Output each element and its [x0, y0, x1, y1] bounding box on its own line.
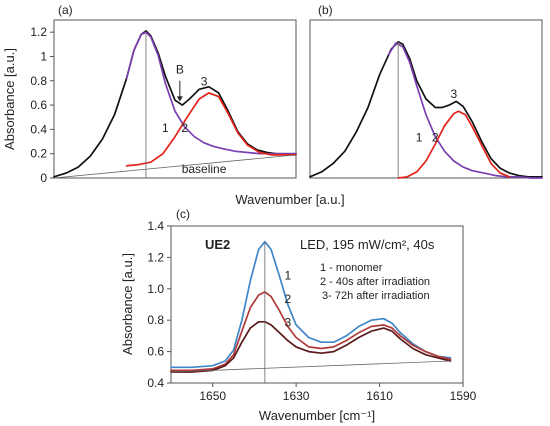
condition-label: LED, 195 mW/cm², 40s [300, 237, 435, 252]
panel-a-y-tick-label: 0.4 [30, 122, 47, 136]
legend-line-3: 3- 72h after irradiation [322, 290, 430, 302]
panel-a-series [53, 30, 297, 179]
panel-a-annotation-5: baseline [182, 162, 227, 176]
panel-c-y-tick-label: 0.8 [147, 313, 164, 327]
panel-b-annotation-2: 2 [432, 131, 439, 145]
panel-b-label: (b) [318, 3, 333, 17]
panel-c-y-tick-label: 1.2 [147, 250, 164, 264]
sample-label: UE2 [205, 237, 230, 252]
panel-c-y-tick-label: 0.4 [147, 376, 164, 390]
panel-a-y-tick-label: 0.6 [30, 98, 47, 112]
panel-c-annotation-2: 2 [284, 292, 291, 306]
panel-b-annotations: 1 2 3 [416, 87, 458, 145]
panel-b-series-band2 [397, 110, 511, 179]
panel-c-x-tick-label: 1630 [283, 389, 310, 403]
panel-c-label: (c) [176, 207, 190, 221]
panel-a-arrow-head [176, 96, 183, 102]
panel-c-series-line-3 [170, 320, 452, 373]
panel-c-annotation-1: 1 [284, 268, 291, 282]
panel-c-series-line-2 [170, 291, 452, 372]
panel-b: (b) 1 2 3 [309, 3, 543, 179]
panel-c-y-tick-label: 1.0 [147, 282, 164, 296]
panel-c-x-tick-label: 1650 [199, 389, 226, 403]
panel-b-series-total [309, 41, 543, 178]
legend-line-2: 2 - 40s after irradiation [320, 276, 430, 288]
panel-c-series-baseline [170, 360, 451, 373]
panel-a-annotation-1: B [176, 62, 184, 76]
panel-a-y-tick-label: 1 [40, 49, 47, 63]
panel-b-series-band1 [388, 42, 543, 179]
panel-b-frame [309, 19, 543, 179]
panel-c-y-tick-label: 1.4 [147, 219, 164, 233]
panel-b-annotation-3: 3 [450, 87, 457, 101]
panel-a-label: (a) [58, 3, 73, 17]
panel-c-x-ticks: 1650 1630 1610 1590 [199, 383, 477, 403]
panel-c-annotations: 1 2 3 [284, 268, 291, 329]
panel-b-series [309, 41, 543, 179]
panel-c-y-tick-label: 0.6 [147, 345, 164, 359]
panel-a-y-tick-label: 0.8 [30, 74, 47, 88]
top-x-axis-label: Wavenumber [a.u.] [235, 192, 344, 207]
panel-c-series [170, 240, 452, 383]
panel-b-annotation-1: 1 [416, 131, 423, 145]
panel-a-y-axis-label: Absorbance [a.u.] [2, 48, 17, 150]
panel-c-series-line-1 [170, 240, 452, 369]
panel-c-x-axis-label: Wavenumber [cm⁻¹] [259, 408, 375, 423]
panel-a-annotation-3: 2 [181, 121, 188, 135]
legend-line-1: 1 - monomer [320, 262, 383, 274]
panel-c-frame [170, 225, 464, 384]
panel-a-y-tick-label: 0 [40, 171, 47, 185]
panel-a-annotations: B 1 2 3 baseline [162, 62, 227, 176]
panel-c: (c) 0.40.60.81.01.21.4 1650 1630 1610 1590 … [120, 207, 477, 423]
panel-c-x-tick-label: 1590 [450, 389, 477, 403]
panel-c-annotation-3: 3 [284, 315, 291, 329]
panel-a-y-tick-label: 1.2 [30, 25, 47, 39]
panel-c-y-ticks: 0.4 0.6 0.8 1.0 1.2 1.4 [147, 219, 171, 390]
panel-a-y-ticks: 0 0.2 0.4 0.6 0.8 1 1.2 [30, 25, 54, 185]
panel-c-x-tick-label: 1610 [366, 389, 393, 403]
panel-a-y-tick-label: 0.2 [30, 147, 47, 161]
panel-a-series-baseline [53, 154, 297, 179]
panel-a-annotation-2: 1 [162, 121, 169, 135]
panel-a-series-band2 [125, 92, 297, 167]
panel-c-y-axis-label: Absorbance [a.u.] [120, 253, 135, 355]
panel-a-series-total [53, 30, 297, 178]
panel-a-annotation-4: 3 [201, 75, 208, 89]
